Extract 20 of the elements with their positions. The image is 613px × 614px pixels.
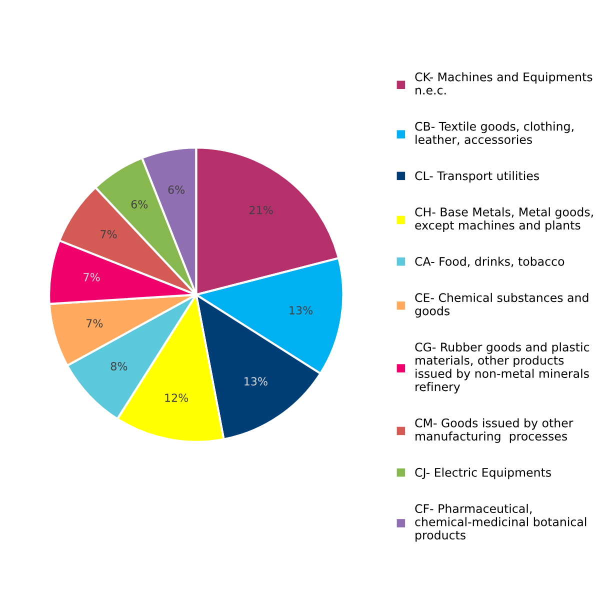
legend-label: CJ- Electric Equipments: [415, 468, 551, 480]
legend-label: CB- Textile goods, clothing, leather, accessories: [415, 122, 574, 146]
legend-label: CL- Transport utilities: [415, 171, 539, 183]
data-label: 7%: [84, 272, 100, 282]
data-label: 6%: [131, 200, 148, 209]
data-label: 13%: [290, 306, 313, 315]
data-label: 12%: [165, 394, 188, 402]
data-label: 7%: [86, 319, 103, 328]
legend-label: CA- Food, drinks, tobacco: [415, 256, 564, 268]
data-label: 6%: [168, 185, 185, 194]
legend-label: CG- Rubber goods and plastic materials, other products issued by non-metal minerals refinery: [415, 342, 590, 394]
legend-label: CE- Chemical substances and goods: [415, 292, 588, 318]
legend-label: CK- Machines and Equipments n.e.c.: [415, 72, 592, 95]
data-label: 21%: [250, 206, 273, 214]
legend-label: CH- Base Metals, Metal goods, except machines and plants: [415, 207, 593, 232]
data-label: 7%: [100, 230, 117, 238]
data-label: 13%: [244, 377, 268, 386]
legend-label: CM- Goods issued by other manufacturing processes: [415, 418, 574, 443]
data-label: 8%: [110, 362, 128, 370]
legend-label: CF- Pharmaceutical, chemical-medicinal botanical products: [415, 504, 586, 542]
